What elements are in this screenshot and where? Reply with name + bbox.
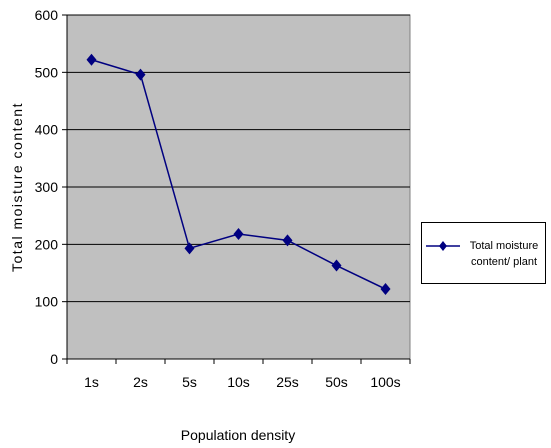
x-tick-label: 5s (182, 374, 197, 390)
x-tick-label: 1s (84, 374, 99, 390)
data-point (233, 228, 244, 241)
y-tick-label: 200 (35, 236, 59, 252)
y-tick-label: 400 (35, 122, 59, 138)
y-tick-label: 600 (35, 7, 59, 23)
data-point (282, 234, 293, 247)
data-point (380, 283, 391, 296)
x-tick-label: 100s (370, 374, 400, 390)
y-axis-label: Total moisture content (9, 102, 25, 272)
legend-dot (439, 241, 447, 251)
data-point (184, 242, 195, 255)
data-point (135, 68, 146, 81)
data-point (86, 53, 97, 66)
legend-label: Total moisture content/ plant (469, 240, 539, 268)
y-tick-label: 300 (35, 179, 59, 195)
x-tick-label: 10s (227, 374, 250, 390)
data-point (331, 259, 342, 272)
x-axis-label: Population density (181, 427, 295, 443)
legend: Total moisture content/ plant (421, 222, 546, 284)
x-tick-label: 50s (325, 374, 348, 390)
x-tick-label: 2s (133, 374, 148, 390)
x-tick-label: 25s (276, 374, 299, 390)
y-tick-label: 100 (35, 294, 59, 310)
y-tick-label: 500 (35, 64, 59, 80)
y-tick-label: 0 (50, 351, 58, 367)
legend-marker (426, 241, 460, 251)
